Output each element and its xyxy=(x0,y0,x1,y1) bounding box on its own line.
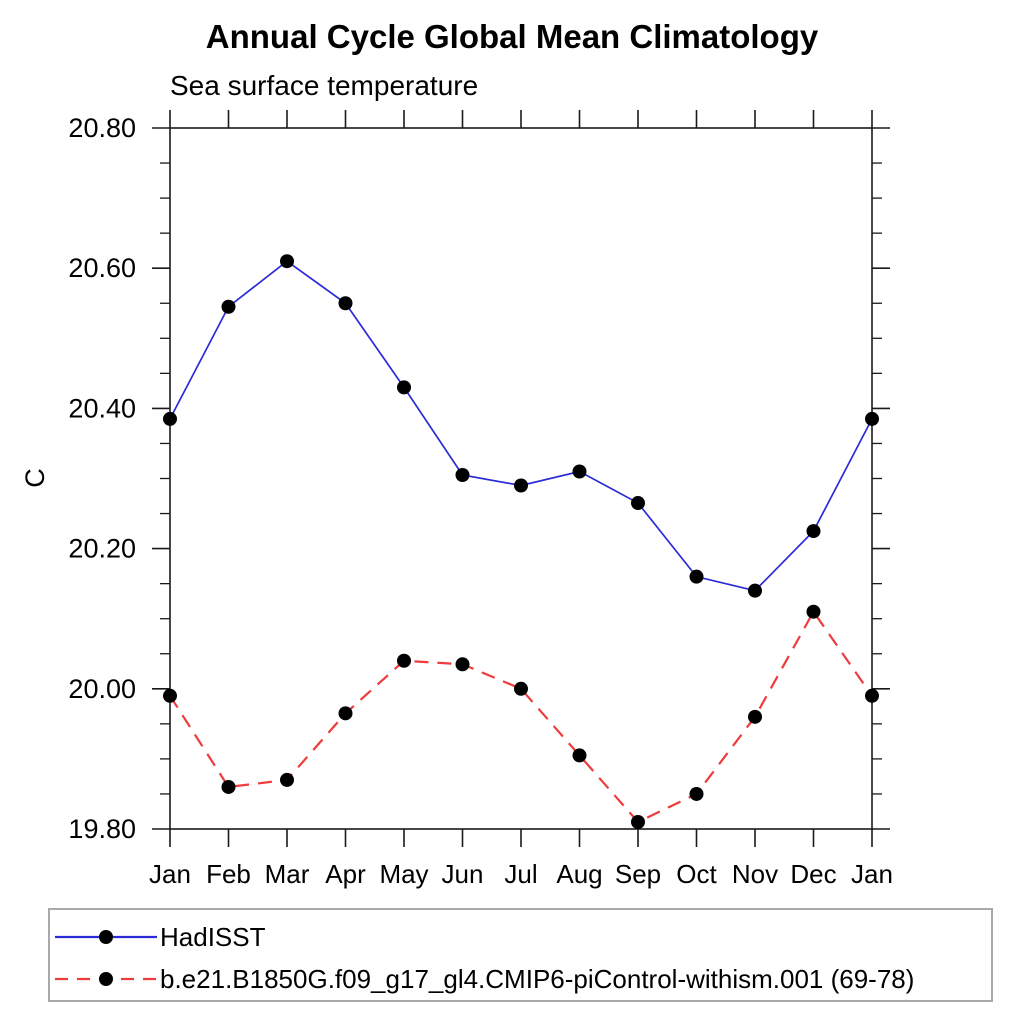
data-point-marker xyxy=(163,688,177,703)
plot-frame xyxy=(169,127,873,830)
data-point-marker xyxy=(338,296,353,311)
x-tick-label: Feb xyxy=(206,859,251,889)
data-point-marker xyxy=(221,299,236,314)
x-tick-label: Dec xyxy=(790,859,836,889)
data-point-marker xyxy=(338,706,353,721)
data-point-marker xyxy=(397,653,411,668)
legend-line-sample xyxy=(55,930,157,944)
x-tick-label: Nov xyxy=(732,859,778,889)
x-tick-label: Sep xyxy=(615,859,661,889)
y-tick-label: 20.40 xyxy=(68,393,136,423)
data-point-marker xyxy=(689,569,704,584)
x-tick-label: Jul xyxy=(504,859,537,889)
data-point-marker xyxy=(631,814,645,829)
data-point-marker xyxy=(865,411,879,426)
legend-item: HadISST xyxy=(53,922,266,952)
y-tick-label: 20.60 xyxy=(68,253,136,283)
legend-marker xyxy=(99,972,113,986)
x-tick-label: May xyxy=(379,859,428,889)
legend-item: b.e21.B1850G.f09_g17_gl4.CMIP6-piControl… xyxy=(53,964,914,994)
series-line xyxy=(169,260,873,592)
data-point-marker xyxy=(806,604,821,619)
data-point-marker xyxy=(455,467,470,482)
data-point-marker xyxy=(280,254,294,269)
data-point-marker xyxy=(865,688,879,703)
x-tick-label: Jun xyxy=(442,859,484,889)
y-tick-label: 20.80 xyxy=(68,113,136,143)
legend-line-sample xyxy=(55,972,157,986)
y-tick-label: 19.80 xyxy=(68,814,136,844)
data-point-marker xyxy=(397,380,411,395)
data-point-marker xyxy=(806,524,821,539)
y-axis-label: C xyxy=(20,468,50,488)
x-tick-label: Oct xyxy=(676,859,717,889)
x-tick-label: Jan xyxy=(851,859,893,889)
x-tick-label: Apr xyxy=(325,859,366,889)
legend-label: b.e21.B1850G.f09_g17_gl4.CMIP6-piControl… xyxy=(160,963,915,994)
data-point-marker xyxy=(748,583,762,598)
data-point-marker xyxy=(163,411,177,426)
chart-title: Annual Cycle Global Mean Climatology xyxy=(205,18,819,55)
series-line xyxy=(169,609,873,824)
x-tick-label: Jan xyxy=(149,859,191,889)
data-point-marker xyxy=(455,657,470,672)
data-point-marker xyxy=(221,779,236,794)
data-point-marker xyxy=(572,464,587,479)
data-point-marker xyxy=(631,496,645,511)
data-point-marker xyxy=(572,748,587,763)
legend: HadISST b.e21.B1850G.f09_g17_gl4.CMIP6-pi… xyxy=(48,908,993,1002)
x-tick-label: Aug xyxy=(556,859,602,889)
data-point-marker xyxy=(514,478,528,493)
y-tick-label: 20.20 xyxy=(68,534,136,564)
legend-label: HadISST xyxy=(160,921,266,952)
data-point-marker xyxy=(514,681,528,696)
data-point-marker xyxy=(748,709,762,724)
y-tick-label: 20.00 xyxy=(68,674,136,704)
chart-subtitle: Sea surface temperature xyxy=(170,70,479,101)
data-point-marker xyxy=(280,772,294,787)
legend-marker xyxy=(99,930,113,944)
x-tick-label: Mar xyxy=(265,859,310,889)
data-point-marker xyxy=(689,786,704,801)
